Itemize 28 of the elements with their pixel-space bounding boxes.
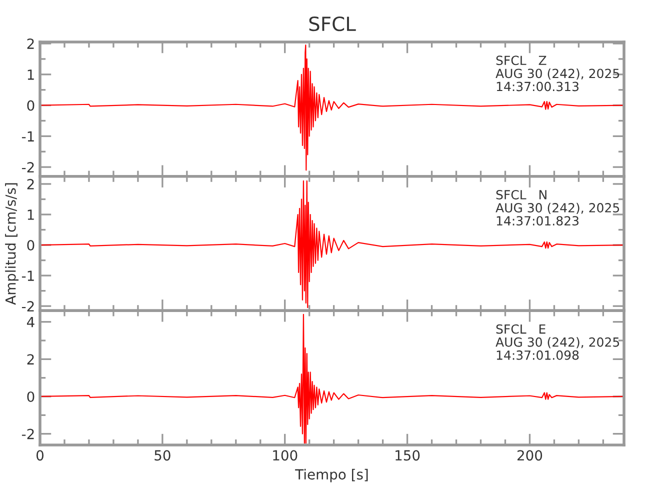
- y-tick-label: 2: [27, 38, 34, 49]
- y-tick-label: 2: [27, 178, 34, 190]
- line-series: [40, 180, 624, 308]
- y-tick-label: -1: [22, 270, 34, 281]
- chart-title: SFCL: [309, 16, 356, 32]
- annotation: SFCL N AUG 30 (242), 2025 14:37:01.823: [496, 190, 620, 226]
- y-tick-label: 0: [27, 240, 34, 250]
- y-tick-label: 1: [28, 210, 34, 220]
- x-tick-label: 50: [154, 450, 170, 461]
- y-tick-label: 2: [27, 354, 34, 364]
- line-series: [40, 44, 624, 171]
- line-series: [40, 314, 624, 444]
- annotation: SFCL Z AUG 30 (242), 2025 14:37:00.313: [496, 56, 620, 92]
- y-tick-label: 4: [26, 317, 34, 328]
- y-tick-label: -2: [22, 162, 34, 172]
- y-axis-title: Amplitud [cm/s/s]: [5, 183, 19, 305]
- y-tick-label: 0: [27, 100, 34, 111]
- y-tick-label: -2: [22, 301, 34, 312]
- annotation: SFCL E AUG 30 (242), 2025 14:37:01.098: [496, 324, 620, 360]
- x-tick-label: 150: [396, 450, 420, 461]
- x-axis-title: Tiempo [s]: [295, 468, 368, 482]
- y-tick-label: 0: [27, 391, 34, 402]
- x-tick-label: 200: [517, 450, 542, 461]
- y-tick-label: -1: [22, 131, 34, 142]
- x-tick-label: 100: [273, 450, 298, 461]
- y-tick-label: 1: [28, 70, 34, 80]
- y-tick-label: -2: [22, 428, 34, 440]
- x-tick-label: 0: [36, 450, 44, 461]
